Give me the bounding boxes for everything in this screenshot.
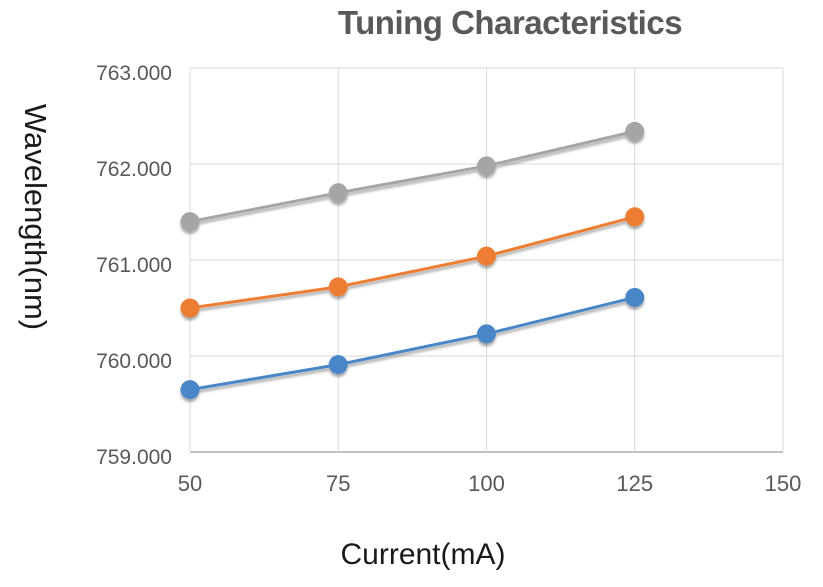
series-gray-marker (477, 156, 496, 176)
y-tick-label: 763.000 (96, 62, 172, 85)
series-blue-marker (180, 380, 200, 400)
series-blue-marker (328, 355, 348, 375)
series-blue-marker (625, 287, 645, 307)
series-orange (180, 207, 645, 318)
x-tick-label: 150 (765, 471, 802, 496)
x-tick-label: 50 (178, 471, 202, 496)
series-gray-marker (180, 212, 200, 232)
y-tick-label: 759.000 (96, 446, 172, 469)
series-orange-marker (625, 207, 645, 227)
series-orange-marker (180, 298, 200, 318)
series-orange-marker (477, 246, 496, 266)
series-gray-marker (625, 121, 645, 141)
x-axis-title: Current(mA) (340, 538, 506, 571)
series-orange-line (189, 215, 636, 310)
x-tick-label: 100 (468, 471, 505, 496)
series-blue-marker (477, 324, 496, 344)
y-tick-label: 762.000 (96, 158, 172, 181)
series-gray-line (189, 129, 636, 224)
series-blue-line (189, 295, 636, 392)
y-tick-label: 760.000 (96, 350, 172, 373)
series-gray-marker (328, 183, 348, 203)
y-tick-label: 761.000 (96, 254, 172, 277)
x-tick-label: 125 (616, 471, 653, 496)
series-blue (180, 287, 645, 400)
chart-title: Tuning Characteristics (337, 4, 683, 41)
series-orange-marker (328, 277, 348, 297)
x-tick-label: 75 (326, 471, 350, 496)
series-gray (180, 121, 645, 232)
